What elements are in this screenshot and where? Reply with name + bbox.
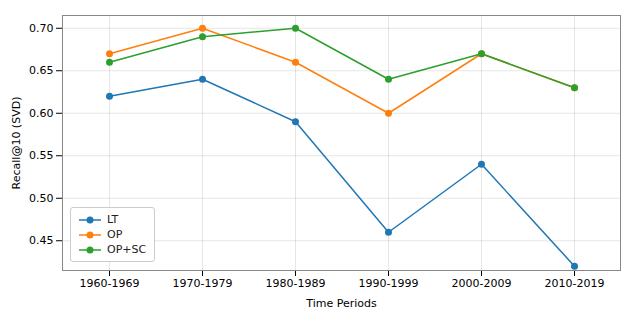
svg-text:0.50: 0.50 [29,192,54,205]
svg-text:0.70: 0.70 [29,22,54,35]
svg-text:Time Periods: Time Periods [305,297,377,310]
svg-text:1990-1999: 1990-1999 [359,277,419,290]
svg-text:0.55: 0.55 [29,149,54,162]
svg-text:0.65: 0.65 [29,64,54,77]
svg-text:1960-1969: 1960-1969 [80,277,140,290]
svg-text:Recall@10 (SVD): Recall@10 (SVD) [10,97,23,190]
svg-text:2000-2009: 2000-2009 [452,277,512,290]
svg-text:0.45: 0.45 [29,234,54,247]
svg-text:0.60: 0.60 [29,107,54,120]
svg-text:2010-2019: 2010-2019 [545,277,605,290]
html-text:OP: OP [107,228,123,241]
svg-text:1980-1989: 1980-1989 [266,277,326,290]
html-text:OP+SC: OP+SC [107,243,147,256]
html-text:LT: LT [107,213,119,226]
svg-text:1970-1979: 1970-1979 [173,277,233,290]
